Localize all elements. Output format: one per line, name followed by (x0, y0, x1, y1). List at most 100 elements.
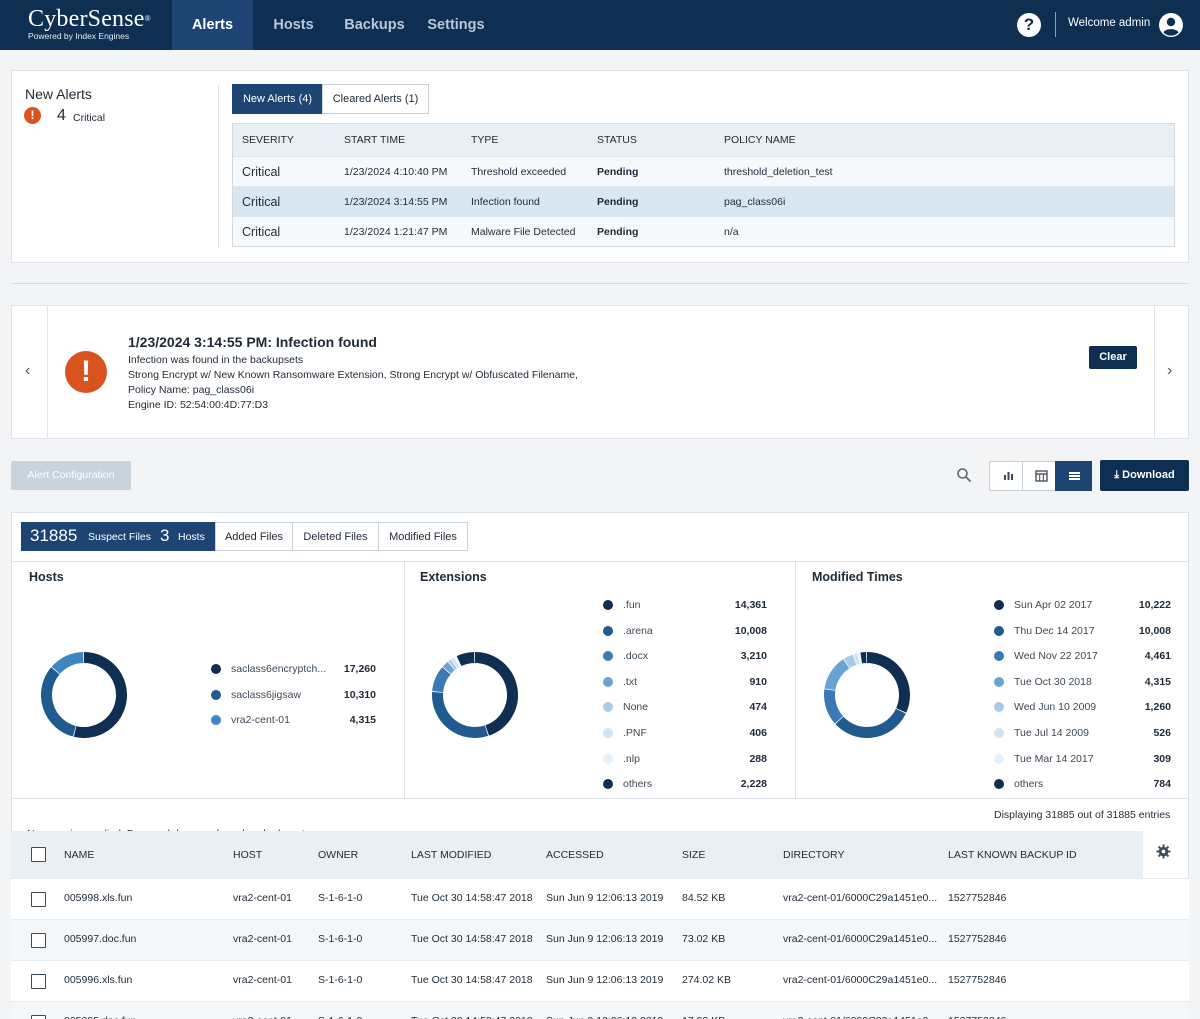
gear-icon[interactable] (1156, 844, 1171, 859)
alert-row[interactable]: Critical 1/23/2024 4:10:40 PM Threshold … (233, 156, 1174, 186)
legend-label[interactable]: .txt (623, 675, 638, 688)
legend-value: 10,310 (343, 688, 376, 701)
legend-label[interactable]: saclass6encryptch... (231, 663, 327, 675)
legend-label[interactable]: .PNF (623, 727, 647, 739)
row-checkbox[interactable] (31, 933, 46, 948)
select-all-checkbox[interactable] (31, 847, 46, 862)
legend-dot (211, 715, 221, 725)
donut-slice--fun[interactable] (474, 652, 518, 736)
user-avatar-icon[interactable] (1159, 13, 1183, 37)
prev-alert-arrow[interactable]: ‹ (25, 362, 31, 379)
donut-slice--nlp[interactable] (454, 656, 461, 667)
col-type[interactable]: TYPE (471, 134, 499, 146)
legend-label[interactable]: Wed Nov 22 2017 (1014, 650, 1098, 663)
col-accessed[interactable]: ACCESSED (546, 849, 604, 861)
next-alert-arrow[interactable]: › (1167, 362, 1173, 379)
donut-slice-sun-apr-02-2017[interactable] (866, 652, 910, 713)
col-severity[interactable]: SEVERITY (242, 134, 294, 146)
donut-slice-wed-jun-10-2009[interactable] (843, 654, 857, 669)
alert-configuration-button[interactable]: Alert Configuration (11, 461, 131, 490)
tab-suspect-files[interactable]: 31885 Suspect Files 3 Hosts (21, 522, 216, 551)
donut-slice-saclass6encryptch-[interactable] (73, 652, 127, 738)
donut-slice-tue-oct-30-2018[interactable] (824, 659, 850, 691)
donut-slice-thu-dec-14-2017[interactable] (835, 708, 906, 738)
table-row[interactable]: 005995.doc.fun vra2-cent-01 S-1-6-1-0 Tue O… (11, 1001, 1189, 1019)
legend-dot (603, 753, 613, 764)
extensions-donut-chart[interactable] (432, 652, 518, 738)
donut-slice-others[interactable] (456, 652, 475, 667)
alert-row-selected[interactable]: Critical 1/23/2024 3:14:55 PM Infection … (233, 186, 1174, 216)
row-checkbox[interactable] (31, 892, 46, 907)
chart-view-button[interactable] (989, 461, 1026, 491)
alert-row[interactable]: Critical 1/23/2024 1:21:47 PM Malware Fi… (233, 216, 1174, 246)
legend-label[interactable]: Thu Dec 14 2017 (1014, 624, 1095, 637)
table-view-button[interactable] (1022, 461, 1059, 491)
help-icon[interactable]: ? (1017, 13, 1041, 37)
legend-label[interactable]: .docx (623, 650, 649, 663)
nav-tab-settings[interactable]: Settings (427, 17, 485, 33)
alert-detail-line: Strong Encrypt w/ New Known Ransomware E… (128, 369, 578, 381)
table-icon (1035, 470, 1048, 482)
legend-dot (603, 728, 613, 738)
cybersense-logo[interactable]: CyberSense® Powered by Index Engines (28, 6, 158, 41)
modified-times-donut-chart[interactable] (824, 652, 910, 738)
donut-slice-none[interactable] (448, 659, 458, 670)
hosts-donut-chart[interactable] (41, 652, 127, 738)
row-checkbox[interactable] (31, 1015, 46, 1019)
col-owner[interactable]: OWNER (318, 849, 359, 861)
legend-label[interactable]: .arena (623, 624, 653, 637)
alerts-table-header: SEVERITY START TIME TYPE STATUS POLICY N… (233, 124, 1174, 156)
donut-slice-saclass6jigsaw[interactable] (41, 667, 77, 737)
legend-label[interactable]: others (1014, 778, 1044, 791)
tab-new-alerts[interactable]: New Alerts (4) (232, 84, 323, 114)
col-host[interactable]: HOST (233, 849, 263, 861)
col-directory[interactable]: DIRECTORY (783, 849, 845, 861)
legend-label[interactable]: Wed Jun 10 2009 (1014, 701, 1097, 714)
suspect-files-count: 31885 (30, 526, 78, 545)
col-last-modified[interactable]: LAST MODIFIED (411, 849, 492, 861)
col-status[interactable]: STATUS (597, 134, 637, 146)
search-icon[interactable] (956, 467, 972, 483)
cell-accessed: Sun Jun 9 12:06:13 2019 (546, 892, 664, 904)
legend-label[interactable]: Tue Mar 14 2017 (1014, 752, 1094, 765)
legend-value: 4,315 (1144, 675, 1171, 688)
nav-tab-backups[interactable]: Backups (344, 17, 405, 33)
legend-label[interactable]: vra2-cent-01 (231, 714, 290, 726)
legend-label[interactable]: saclass6jigsaw (231, 688, 302, 701)
donut-slice-vra2-cent-01[interactable] (51, 652, 84, 675)
tab-deleted-files[interactable]: Deleted Files (292, 522, 379, 551)
table-row[interactable]: 005997.doc.fun vra2-cent-01 S-1-6-1-0 Tue O… (11, 919, 1189, 960)
donut-slice--txt[interactable] (442, 661, 455, 674)
legend-label[interactable]: .nlp (623, 752, 640, 765)
col-last-known-backup-id[interactable]: LAST KNOWN BACKUP ID (948, 849, 1077, 861)
nav-tab-alerts[interactable]: Alerts (172, 0, 253, 50)
col-start-time[interactable]: START TIME (344, 134, 406, 146)
legend-dot (603, 702, 613, 713)
legend-label[interactable]: None (623, 701, 649, 714)
legend-label[interactable]: Tue Jul 14 2009 (1014, 727, 1089, 739)
legend-label[interactable]: Tue Oct 30 2018 (1014, 675, 1092, 688)
tab-modified-files[interactable]: Modified Files (378, 522, 468, 551)
legend-label[interactable]: others (623, 778, 653, 791)
clear-alert-button[interactable]: Clear (1089, 346, 1137, 369)
col-name[interactable]: NAME (64, 849, 95, 861)
table-row[interactable]: 005998.xls.fun vra2-cent-01 S-1-6-1-0 Tue O… (11, 878, 1189, 919)
col-policy-name[interactable]: POLICY NAME (724, 134, 796, 146)
donut-slice-tue-jul-14-2009[interactable] (853, 653, 860, 665)
brand-mark: ® (144, 14, 151, 23)
donut-slice--pnf[interactable] (451, 657, 460, 669)
legend-label[interactable]: Sun Apr 02 2017 (1014, 599, 1093, 611)
table-row[interactable]: 005996.xls.fun vra2-cent-01 S-1-6-1-0 Tue O… (11, 960, 1189, 1001)
nav-tab-hosts[interactable]: Hosts (273, 17, 314, 33)
tab-cleared-alerts[interactable]: Cleared Alerts (1) (322, 84, 429, 114)
row-checkbox[interactable] (31, 974, 46, 989)
legend-label[interactable]: .fun (623, 599, 641, 611)
cell-modified: Tue Oct 30 14:58:47 2018 (411, 892, 533, 904)
tab-added-files[interactable]: Added Files (215, 522, 293, 551)
download-button[interactable]: ⤓ Download (1100, 460, 1189, 491)
donut-slice--arena[interactable] (432, 692, 489, 738)
list-view-button[interactable] (1055, 461, 1092, 491)
col-size[interactable]: SIZE (682, 849, 706, 861)
donut-slice-wed-nov-22-2017[interactable] (824, 689, 844, 724)
donut-slice--docx[interactable] (432, 667, 451, 693)
